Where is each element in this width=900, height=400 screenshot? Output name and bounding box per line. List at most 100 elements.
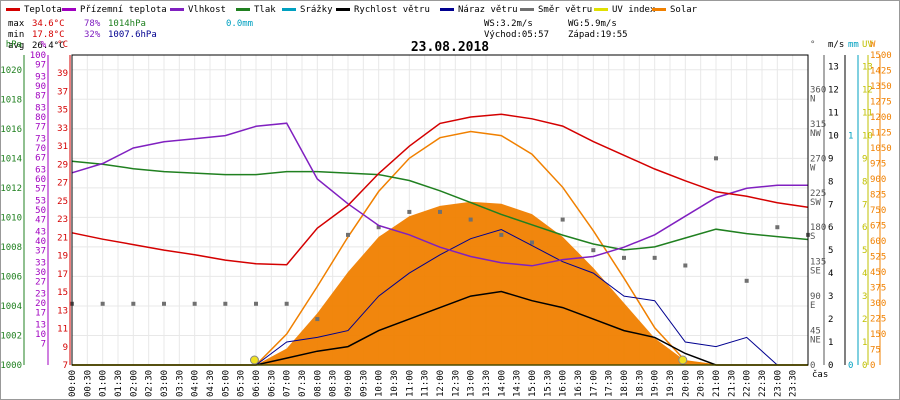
wind-tick: 4 [828, 269, 833, 279]
percent-tick: 90 [35, 82, 46, 92]
x-tick: 11:30 [421, 370, 431, 397]
wind-tick: 9 [828, 154, 833, 164]
direction-tick: 90 [810, 292, 821, 302]
percent-tick: 10 [35, 330, 46, 340]
stats-block: max 34.6°C 78% 1014hPa 0.0mm min 17.8°C … [8, 19, 628, 51]
percent-tick: 100 [30, 51, 46, 61]
percent-tick: 23 [35, 290, 46, 300]
wind-direction-point [652, 255, 657, 260]
solar-tick: 900 [870, 175, 886, 185]
percent-tick: 63 [35, 166, 46, 176]
solar-tick: 975 [870, 160, 886, 170]
wind-tick: 10 [828, 131, 839, 141]
wind-direction-point [346, 232, 350, 237]
temperature-tick: 35 [57, 106, 68, 116]
wind-tick: 1 [828, 338, 833, 348]
percent-tick: 47 [35, 215, 46, 225]
wind-direction-point [315, 317, 320, 322]
percent-tick: 60 [35, 175, 46, 185]
wind-direction-point [192, 301, 197, 306]
max-hum: 78% [84, 19, 101, 29]
percent-tick: 7 [41, 339, 46, 349]
temperature-tick: 15 [57, 288, 68, 298]
solar-tick: 75 [870, 346, 881, 356]
direction-name: SE [810, 267, 821, 277]
x-tick: 16:00 [559, 370, 569, 397]
wind-direction-point [468, 217, 473, 222]
rain-tick: 0 [848, 361, 853, 371]
wind-direction-point [622, 255, 626, 260]
x-tick: 07:00 [283, 370, 293, 397]
x-tick: 17:30 [605, 370, 615, 397]
direction-tick: 180 [810, 223, 826, 233]
solar-tick: 225 [870, 315, 886, 325]
max-rain: 0.0mm [226, 19, 253, 29]
legend-swatch [652, 8, 666, 11]
legend-swatch [520, 8, 534, 11]
legend-label: Rychlost větru [354, 5, 430, 15]
wind-direction-point [560, 217, 565, 222]
percent-tick: 33 [35, 259, 46, 269]
direction-tick: 45 [810, 327, 821, 337]
series-humidity [71, 122, 808, 267]
percent-tick: 30 [35, 268, 46, 278]
legend-swatch [282, 8, 296, 11]
direction-name: NW [810, 129, 821, 139]
x-tick: 20:30 [697, 370, 707, 397]
legend-label: Směr větru [538, 5, 592, 15]
wind-direction-point [530, 240, 534, 245]
x-tick: 15:30 [543, 370, 553, 397]
percent-tick: 37 [35, 246, 46, 256]
percent-tick: 43 [35, 228, 46, 238]
temperature-tick: 29 [57, 160, 68, 170]
uv-tick: 3 [862, 292, 867, 302]
x-tick: 02:30 [145, 370, 155, 397]
x-tick: 14:00 [497, 370, 507, 397]
percent-tick: 13 [35, 321, 46, 331]
x-tick: 05:00 [221, 370, 231, 397]
legend-swatch [236, 8, 250, 11]
wind-gust-stat: WG:5.9m/s [568, 19, 617, 29]
min-hum: 32% [84, 30, 101, 40]
sun-marker [249, 355, 259, 365]
x-tick: 23:00 [773, 370, 783, 397]
wind-tick: 11 [828, 108, 839, 118]
uv-tick: 7 [862, 200, 867, 210]
uv-tick: 4 [862, 269, 867, 279]
x-tick: 10:00 [375, 370, 385, 397]
percent-tick: 53 [35, 197, 46, 207]
x-tick: 23:30 [789, 370, 799, 397]
wind-tick: 0 [828, 361, 833, 371]
solar-tick: 1275 [870, 98, 892, 108]
x-tick: 05:30 [237, 370, 247, 397]
sunrise-stat: Východ:05:57 [484, 30, 549, 40]
pressure-tick: 1014 [0, 154, 22, 164]
temperature-tick: 37 [57, 87, 68, 97]
x-tick: 09:30 [359, 370, 369, 397]
temperature-tick: 31 [57, 142, 68, 152]
wind-direction-point [775, 225, 780, 230]
uv-tick: 11 [862, 108, 873, 118]
direction-tick: 0 [810, 361, 815, 371]
legend-label: Přízemní teplota [80, 5, 167, 15]
x-tick: 21:00 [712, 370, 722, 397]
uv-tick: 1 [862, 338, 867, 348]
max-temp: 34.6°C [32, 19, 65, 29]
plot-frame [71, 54, 809, 366]
pressure-tick: 1000 [0, 361, 22, 371]
wind-direction-point [100, 301, 105, 306]
pressure-tick: 1004 [0, 302, 22, 312]
solar-tick: 1200 [870, 113, 892, 123]
wind-direction-point [407, 209, 412, 214]
solar-tick: 750 [870, 206, 886, 216]
x-axis-label: čas [812, 369, 828, 380]
solar-tick: 300 [870, 299, 886, 309]
pressure-tick: 1016 [0, 125, 22, 135]
wind-direction-point [131, 301, 136, 306]
percent-tick: 73 [35, 135, 46, 145]
uv-tick: 10 [862, 131, 873, 141]
pressure-tick: 1002 [0, 331, 22, 341]
rain-tick: 1 [848, 131, 853, 141]
